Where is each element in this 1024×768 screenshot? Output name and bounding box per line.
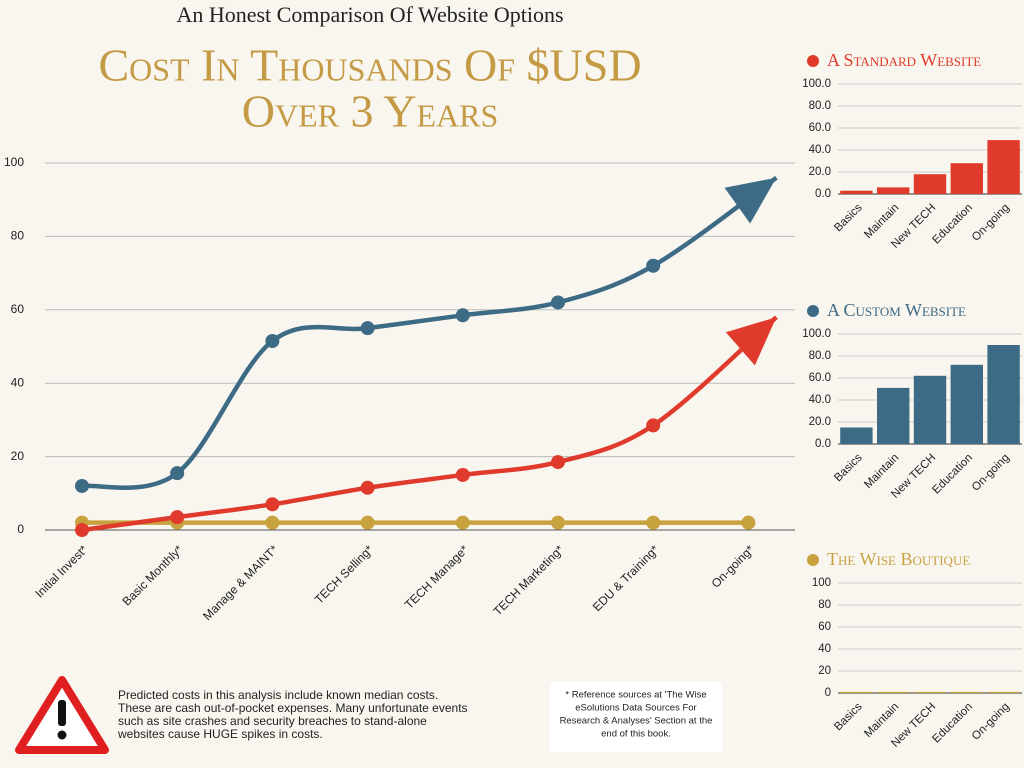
reference-text: * Reference sources at 'The Wise — [565, 690, 706, 701]
y-tick-label: 0.0 — [815, 188, 831, 200]
warning-icon — [15, 676, 109, 754]
y-tick-label: 60.0 — [809, 372, 831, 384]
data-point — [360, 515, 375, 530]
chart-title: The Wise Boutique — [827, 549, 970, 569]
y-tick-label: 80.0 — [809, 100, 831, 112]
bar — [840, 691, 873, 693]
y-tick-label: 80.0 — [809, 350, 831, 362]
bar — [987, 345, 1020, 444]
chart-title: A Custom Website — [827, 300, 966, 320]
chart-title: A Standard Website — [827, 50, 981, 70]
bar — [950, 163, 983, 194]
data-point — [265, 333, 280, 348]
reference-text: end of this book. — [601, 729, 671, 740]
bar — [877, 187, 910, 194]
data-point — [455, 515, 470, 530]
data-point — [170, 510, 185, 525]
data-point — [551, 455, 565, 470]
y-tick-label: 80 — [11, 229, 25, 243]
data-point — [741, 515, 756, 530]
reference-text: eSolutions Data Sources For — [575, 703, 696, 714]
warning-text: Predicted costs in this analysis include… — [118, 688, 438, 702]
title: Cost In Thousands Of $USD — [98, 40, 641, 91]
data-point — [646, 418, 661, 433]
bar — [987, 691, 1020, 693]
y-tick-label: 40 — [11, 375, 25, 389]
bar — [913, 375, 947, 444]
data-point — [360, 321, 375, 336]
bar — [950, 364, 983, 444]
y-tick-label: 20.0 — [809, 166, 831, 178]
y-tick-label: 100.0 — [802, 78, 831, 90]
subtitle: An Honest Comparison Of Website Options — [176, 2, 563, 27]
y-tick-label: 40 — [818, 643, 831, 655]
y-tick-label: 60 — [818, 621, 831, 633]
y-tick-label: 40.0 — [809, 394, 831, 406]
bar — [840, 190, 873, 194]
data-point — [360, 480, 375, 495]
bar — [950, 691, 983, 693]
y-tick-label: 20 — [818, 665, 831, 677]
y-tick-label: 60 — [11, 302, 25, 316]
y-tick-label: 100.0 — [802, 328, 831, 340]
y-tick-label: 100 — [4, 155, 24, 169]
bar — [987, 140, 1020, 194]
y-tick-label: 20 — [11, 449, 25, 463]
y-tick-label: 100 — [812, 577, 831, 589]
data-point — [75, 523, 89, 537]
y-tick-label: 80 — [818, 599, 831, 611]
data-point — [455, 308, 470, 323]
bar — [877, 691, 910, 693]
y-tick-label: 20.0 — [809, 416, 831, 428]
data-point — [170, 466, 185, 481]
reference-text: Research & Analyses' Section at the — [560, 716, 713, 727]
data-point — [646, 258, 661, 273]
data-point — [75, 478, 89, 493]
y-tick-label: 0.0 — [815, 438, 831, 450]
arrowhead — [724, 177, 777, 224]
data-point — [646, 515, 661, 530]
reference-box — [550, 682, 722, 752]
data-point — [455, 467, 470, 482]
legend-dot — [807, 55, 819, 67]
y-tick-label: 0 — [825, 687, 831, 699]
data-point — [551, 295, 565, 310]
bar — [913, 174, 947, 194]
data-point — [551, 515, 565, 530]
bar — [840, 427, 873, 444]
data-point — [265, 515, 280, 530]
title: Over 3 Years — [242, 86, 499, 137]
warning-text: such as site crashes and security breach… — [118, 714, 427, 728]
warning-text: websites cause HUGE spikes in costs. — [117, 727, 323, 741]
y-tick-label: 40.0 — [809, 144, 831, 156]
y-tick-label: 60.0 — [809, 122, 831, 134]
bar — [913, 691, 947, 693]
legend-dot — [807, 305, 819, 317]
legend-dot — [807, 554, 819, 566]
arrowhead — [725, 317, 777, 366]
data-point — [265, 497, 280, 512]
bar — [877, 387, 910, 444]
y-tick-label: 0 — [17, 522, 24, 536]
warning-text: These are cash out-of-pocket expenses. M… — [118, 701, 468, 715]
